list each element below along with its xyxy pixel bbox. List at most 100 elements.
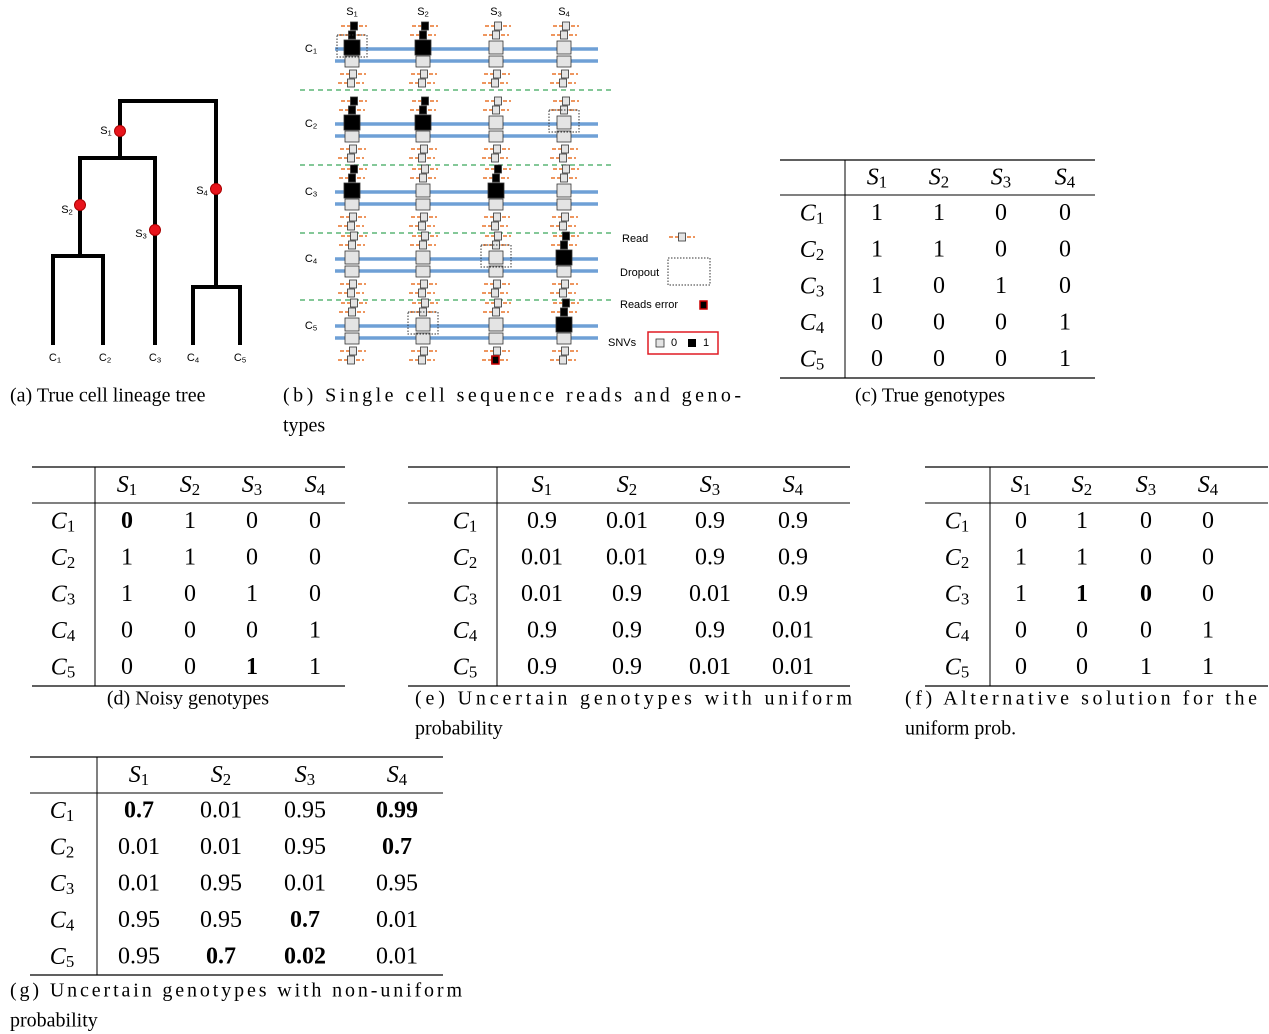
table-cell: 1 (1076, 508, 1088, 534)
table-cell: 0 (871, 346, 883, 372)
table-cell: 0.02 (284, 943, 326, 969)
read (562, 145, 569, 153)
reference-cell (416, 199, 430, 210)
table-cell: 0 (309, 508, 321, 534)
table-cell: 0.9 (612, 581, 642, 607)
reference-cell (416, 266, 430, 277)
table-cell: 0.95 (200, 871, 242, 897)
legend-label: 1 (703, 337, 709, 349)
genotype-cell (416, 318, 430, 331)
row-header: C4 (945, 618, 970, 645)
row-header: C1 (50, 798, 74, 825)
read (422, 165, 429, 173)
row-label: C4 (305, 253, 318, 265)
read (421, 213, 428, 221)
table-cell: 0.9 (527, 654, 557, 680)
table-cell: 1 (1202, 618, 1214, 644)
table-cell: 0 (995, 346, 1007, 372)
reference-cell (489, 56, 503, 67)
table-cell: 0.01 (772, 654, 814, 680)
column-header: S2 (929, 164, 949, 191)
read (560, 154, 567, 162)
read (350, 280, 357, 288)
genotype-cell (345, 251, 359, 264)
reference-cell (416, 333, 430, 344)
read (562, 213, 569, 221)
table-cell: 1 (309, 654, 321, 680)
table-cell: 0 (933, 346, 945, 372)
table-cell: 0 (121, 654, 133, 680)
legend-dropout (668, 258, 710, 285)
read (494, 213, 501, 221)
read (349, 308, 356, 316)
read (350, 213, 357, 221)
read (561, 31, 568, 39)
table-cell: 1 (184, 544, 196, 570)
table-cell: 0.9 (695, 618, 725, 644)
row-header: C3 (50, 871, 74, 898)
genotype-cell (415, 115, 431, 130)
column-header: S2 (211, 762, 231, 789)
table-cell: 0 (995, 236, 1007, 262)
read (350, 70, 357, 78)
row-header: C4 (453, 618, 478, 645)
column-header: S4 (1198, 472, 1219, 499)
genotype-cell (415, 40, 431, 55)
table-cell: 1 (309, 618, 321, 644)
column-header: S4 (387, 762, 408, 789)
legend-label: Reads error (620, 299, 678, 311)
column-header: S3 (991, 164, 1011, 191)
read (560, 222, 567, 230)
read (422, 299, 429, 307)
table-cell: 1 (1015, 581, 1027, 607)
read (563, 97, 570, 105)
table-cell: 0 (309, 544, 321, 570)
genotype-cell (557, 184, 571, 197)
read (495, 299, 502, 307)
table-cell: 0.01 (200, 798, 242, 824)
genotype-cell (345, 318, 359, 331)
genotype-cell (416, 251, 430, 264)
table-cell: 0.95 (118, 907, 160, 933)
read (419, 356, 426, 364)
row-header: C4 (800, 310, 825, 337)
row-header: C2 (453, 544, 477, 571)
table-cell: 1 (1059, 346, 1071, 372)
legend-label: Dropout (620, 267, 659, 279)
reference-cell (557, 266, 571, 277)
row-header: C2 (50, 834, 74, 861)
table-cell: 1 (933, 236, 945, 262)
caption: uniform prob. (905, 718, 1016, 740)
genotype-cell (556, 317, 572, 332)
read (419, 154, 426, 162)
table-cell: 0.95 (376, 871, 418, 897)
table-cell: 0.7 (206, 943, 236, 969)
read (351, 299, 358, 307)
genotype-cell (344, 40, 360, 55)
genotype-cell (416, 184, 430, 197)
row-header: C2 (945, 544, 969, 571)
reference-cell (489, 266, 503, 277)
leaf-label: C4 (187, 352, 200, 364)
table-cell: 0 (995, 200, 1007, 226)
table-cell: 0.01 (118, 871, 160, 897)
tree-nodes (75, 126, 222, 236)
table-cell: 0 (184, 618, 196, 644)
table-cell: 0.01 (376, 907, 418, 933)
row-label: C5 (305, 320, 317, 332)
table-cell: 0.9 (527, 618, 557, 644)
read (679, 233, 686, 241)
table-cell: 0.9 (778, 544, 808, 570)
row-header: C3 (800, 273, 824, 300)
column-header: S4 (305, 472, 326, 499)
table-cell: 0 (1015, 508, 1027, 534)
read (420, 241, 427, 249)
column-header: S1 (532, 472, 552, 499)
row-header: C3 (453, 581, 477, 608)
lineage-tree (53, 101, 240, 345)
table-cell: 0 (246, 508, 258, 534)
reference-cell (345, 333, 359, 344)
column-header: S4 (1055, 164, 1076, 191)
table-cell: 0 (1202, 581, 1214, 607)
table-cell: 1 (871, 236, 883, 262)
